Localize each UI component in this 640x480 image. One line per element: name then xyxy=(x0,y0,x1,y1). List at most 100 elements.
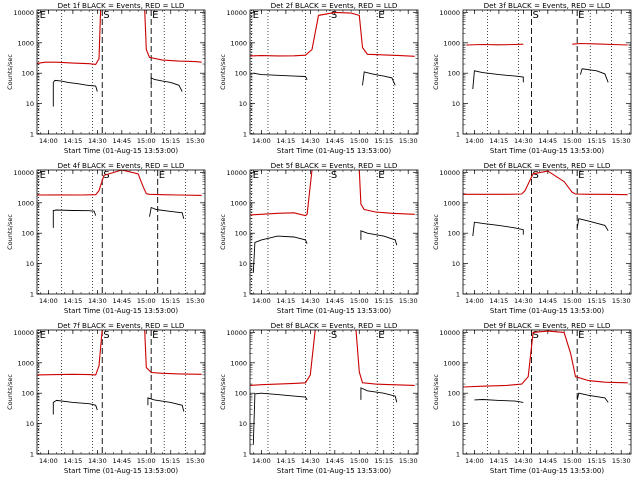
x-tick-label: 15:00 xyxy=(350,457,369,465)
event-marker-label: E xyxy=(378,170,384,181)
panel-title: Det 9f BLACK = Events, RED = LLD xyxy=(484,321,611,330)
event-marker-label: E xyxy=(40,10,46,21)
chart-panel: Det 4f BLACK = Events, RED = LLD Counts/s… xyxy=(6,161,206,315)
lld-series-line xyxy=(250,170,313,217)
x-tick-label: 14:00 xyxy=(465,457,484,465)
x-tick-label: 14:45 xyxy=(325,137,344,145)
lld-series-line xyxy=(37,330,103,376)
y-tick-label: 100 xyxy=(235,390,247,398)
events-series-line xyxy=(150,77,183,92)
event-marker-label: S xyxy=(533,330,539,341)
data-series-group xyxy=(37,10,202,107)
event-marker-label: E xyxy=(253,10,259,21)
x-tick-label: 14:15 xyxy=(64,137,83,145)
lld-series-line xyxy=(358,170,415,215)
x-tick-label: 14:45 xyxy=(325,457,344,465)
lld-series-line xyxy=(250,11,415,57)
chart-panel: Det 6f BLACK = Events, RED = LLD Counts/s… xyxy=(432,161,632,315)
panel-title: Det 4f BLACK = Events, RED = LLD xyxy=(58,161,185,170)
y-tick-label: 1000 xyxy=(17,359,34,367)
events-series-line xyxy=(472,70,524,90)
lld-series-line xyxy=(37,170,202,196)
y-tick-label: 10 xyxy=(26,260,34,268)
lld-series-line xyxy=(463,170,628,196)
x-tick-label: 14:15 xyxy=(64,457,83,465)
x-axis-label: Start Time (01-Aug-15 13:53:00) xyxy=(277,307,391,315)
y-tick-label: 1 xyxy=(30,131,34,139)
x-tick-label: 14:30 xyxy=(88,457,107,465)
plot-frame xyxy=(249,169,419,295)
panel-title: Det 2f BLACK = Events, RED = LLD xyxy=(271,1,398,10)
x-axis-label: Start Time (01-Aug-15 13:53:00) xyxy=(490,147,604,155)
x-tick-label: 14:00 xyxy=(465,137,484,145)
x-tick-label: 14:00 xyxy=(252,137,271,145)
x-tick-label: 14:15 xyxy=(277,137,296,145)
y-tick-label: 1 xyxy=(243,131,247,139)
event-marker-label: E xyxy=(578,330,584,341)
lld-series-line xyxy=(250,330,316,386)
y-axis-label: Counts/sec xyxy=(432,374,440,410)
events-series-line xyxy=(252,392,308,445)
events-series-line xyxy=(252,235,308,273)
x-axis-label: Start Time (01-Aug-15 13:53:00) xyxy=(64,467,178,475)
chart-panel: Det 7f BLACK = Events, RED = LLD Counts/s… xyxy=(6,321,206,475)
events-series-line xyxy=(52,399,98,415)
x-axis-label: Start Time (01-Aug-15 13:53:00) xyxy=(490,307,604,315)
chart-panel: Det 3f BLACK = Events, RED = LLD Counts/s… xyxy=(432,1,632,155)
x-tick-label: 15:15 xyxy=(161,457,180,465)
events-series-line xyxy=(147,397,185,412)
y-tick-label: 1000 xyxy=(443,199,460,207)
event-marker-label: E xyxy=(40,330,46,341)
x-tick-label: 14:45 xyxy=(112,457,131,465)
x-tick-label: 14:30 xyxy=(301,297,320,305)
plot-frame xyxy=(36,329,206,455)
x-tick-label: 14:00 xyxy=(252,297,271,305)
x-tick-label: 15:15 xyxy=(374,297,393,305)
event-marker-label: E xyxy=(578,10,584,21)
chart-panel: Det 5f BLACK = Events, RED = LLD Counts/s… xyxy=(219,161,419,315)
x-tick-label: 14:00 xyxy=(39,457,58,465)
y-tick-label: 1000 xyxy=(230,359,247,367)
x-tick-label: 14:30 xyxy=(301,457,320,465)
x-tick-label: 14:30 xyxy=(514,137,533,145)
x-tick-label: 14:00 xyxy=(39,297,58,305)
y-tick-label: 1 xyxy=(30,291,34,299)
y-axis-label: Counts/sec xyxy=(432,214,440,250)
event-marker-label: S xyxy=(103,10,109,21)
events-series-line xyxy=(52,209,97,228)
plot-frame xyxy=(36,169,206,295)
y-tick-label: 10000 xyxy=(439,169,460,177)
x-tick-label: 14:30 xyxy=(88,137,107,145)
y-tick-label: 10 xyxy=(452,260,460,268)
y-tick-label: 100 xyxy=(448,390,460,398)
events-series-line xyxy=(52,79,98,107)
y-tick-label: 100 xyxy=(235,230,247,238)
event-marker-label: E xyxy=(152,10,158,21)
y-tick-label: 100 xyxy=(235,70,247,78)
y-tick-label: 10 xyxy=(26,420,34,428)
panel-title: Det 3f BLACK = Events, RED = LLD xyxy=(484,1,611,10)
x-tick-label: 15:00 xyxy=(563,137,582,145)
y-tick-label: 10 xyxy=(452,420,460,428)
data-series-group xyxy=(250,170,415,273)
event-marker-label: S xyxy=(103,330,109,341)
panel-title: Det 1f BLACK = Events, RED = LLD xyxy=(58,1,185,10)
x-axis-label: Start Time (01-Aug-15 13:53:00) xyxy=(490,467,604,475)
y-axis-label: Counts/sec xyxy=(219,374,227,410)
event-marker-label: S xyxy=(533,170,539,181)
y-tick-label: 1000 xyxy=(443,359,460,367)
events-series-line xyxy=(149,206,185,219)
x-tick-label: 15:15 xyxy=(374,137,393,145)
plot-frame xyxy=(36,9,206,135)
x-tick-label: 15:30 xyxy=(186,137,205,145)
panel-title: Det 8f BLACK = Events, RED = LLD xyxy=(271,321,398,330)
y-axis-label: Counts/sec xyxy=(6,374,14,410)
event-marker-label: S xyxy=(103,170,109,181)
x-tick-label: 14:15 xyxy=(277,297,296,305)
plot-frame xyxy=(249,9,419,135)
plot-frame xyxy=(462,9,632,135)
x-tick-label: 15:00 xyxy=(137,137,156,145)
y-tick-label: 1 xyxy=(456,451,460,459)
chart-panel: Det 1f BLACK = Events, RED = LLD Counts/s… xyxy=(6,1,206,155)
y-tick-label: 10000 xyxy=(226,329,247,337)
